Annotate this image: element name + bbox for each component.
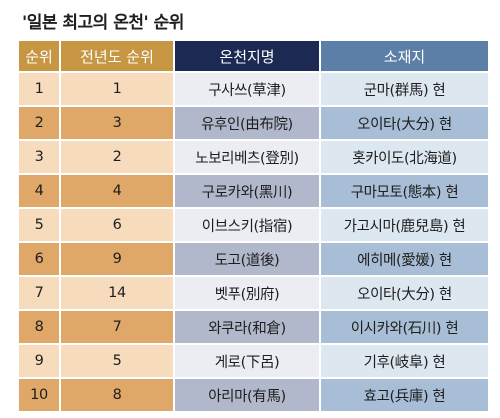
onsen-name-cell: 노보리베츠(登別) [175, 141, 321, 175]
onsen-name-cell: 아리마(有馬) [175, 379, 321, 413]
previous-rank-cell: 8 [61, 379, 175, 413]
previous-rank-cell: 5 [61, 345, 175, 379]
previous-rank-cell: 9 [61, 243, 175, 277]
previous-rank-cell: 1 [61, 73, 175, 107]
table-row: 1 1 구사쓰(草津) 군마(群馬) 현 [19, 73, 488, 107]
rank-cell: 3 [19, 141, 61, 175]
location-cell: 구마모토(態本) 현 [321, 175, 488, 209]
table-row: 5 6 이브스키(指宿) 가고시마(鹿兒島) 현 [19, 209, 488, 243]
onsen-name-cell: 도고(道後) [175, 243, 321, 277]
header-row: 순위 전년도 순위 온천지명 소재지 [19, 41, 488, 73]
location-cell: 에히메(愛媛) 현 [321, 243, 488, 277]
onsen-name-cell: 와쿠라(和倉) [175, 311, 321, 345]
table-body: 1 1 구사쓰(草津) 군마(群馬) 현 2 3 유후인(由布院) 오이타(大分) 현 3 2 노보… [19, 73, 488, 413]
table-row: 10 8 아리마(有馬) 효고(兵庫) 현 [19, 379, 488, 413]
table-row: 2 3 유후인(由布院) 오이타(大分) 현 [19, 107, 488, 141]
onsen-name-cell: 구로카와(黑川) [175, 175, 321, 209]
previous-rank-cell: 4 [61, 175, 175, 209]
table-row: 6 9 도고(道後) 에히메(愛媛) 현 [19, 243, 488, 277]
table-row: 3 2 노보리베츠(登別) 홋카이도(北海道) [19, 141, 488, 175]
location-cell: 효고(兵庫) 현 [321, 379, 488, 413]
rank-cell: 8 [19, 311, 61, 345]
rank-cell: 5 [19, 209, 61, 243]
rank-cell: 6 [19, 243, 61, 277]
table-row: 8 7 와쿠라(和倉) 이시카와(石川) 현 [19, 311, 488, 345]
table-row: 9 5 게로(下呂) 기후(岐阜) 현 [19, 345, 488, 379]
rank-cell: 7 [19, 277, 61, 311]
rank-cell: 2 [19, 107, 61, 141]
onsen-name-cell: 유후인(由布院) [175, 107, 321, 141]
previous-rank-cell: 6 [61, 209, 175, 243]
rank-cell: 1 [19, 73, 61, 107]
location-cell: 오이타(大分) 현 [321, 107, 488, 141]
page-title: '일본 최고의 온천' 순위 [22, 13, 184, 33]
header-rank: 순위 [19, 41, 61, 73]
onsen-name-cell: 이브스키(指宿) [175, 209, 321, 243]
onsen-name-cell: 벳푸(別府) [175, 277, 321, 311]
rank-cell: 9 [19, 345, 61, 379]
location-cell: 기후(岐阜) 현 [321, 345, 488, 379]
previous-rank-cell: 14 [61, 277, 175, 311]
location-cell: 홋카이도(北海道) [321, 141, 488, 175]
location-cell: 이시카와(石川) 현 [321, 311, 488, 345]
onsen-ranking-table: 순위 전년도 순위 온천지명 소재지 1 1 구사쓰(草津) 군마(群馬) 현 2 3 유후… [19, 41, 488, 413]
location-cell: 오이타(大分) 현 [321, 277, 488, 311]
header-onsen-name: 온천지명 [175, 41, 321, 73]
location-cell: 가고시마(鹿兒島) 현 [321, 209, 488, 243]
table-row: 7 14 벳푸(別府) 오이타(大分) 현 [19, 277, 488, 311]
location-cell: 군마(群馬) 현 [321, 73, 488, 107]
table-row: 4 4 구로카와(黑川) 구마모토(態本) 현 [19, 175, 488, 209]
previous-rank-cell: 2 [61, 141, 175, 175]
previous-rank-cell: 7 [61, 311, 175, 345]
onsen-name-cell: 게로(下呂) [175, 345, 321, 379]
rank-cell: 10 [19, 379, 61, 413]
header-previous-rank: 전년도 순위 [61, 41, 175, 73]
previous-rank-cell: 3 [61, 107, 175, 141]
rank-cell: 4 [19, 175, 61, 209]
header-location: 소재지 [321, 41, 488, 73]
onsen-name-cell: 구사쓰(草津) [175, 73, 321, 107]
table-header: 순위 전년도 순위 온천지명 소재지 [19, 41, 488, 73]
